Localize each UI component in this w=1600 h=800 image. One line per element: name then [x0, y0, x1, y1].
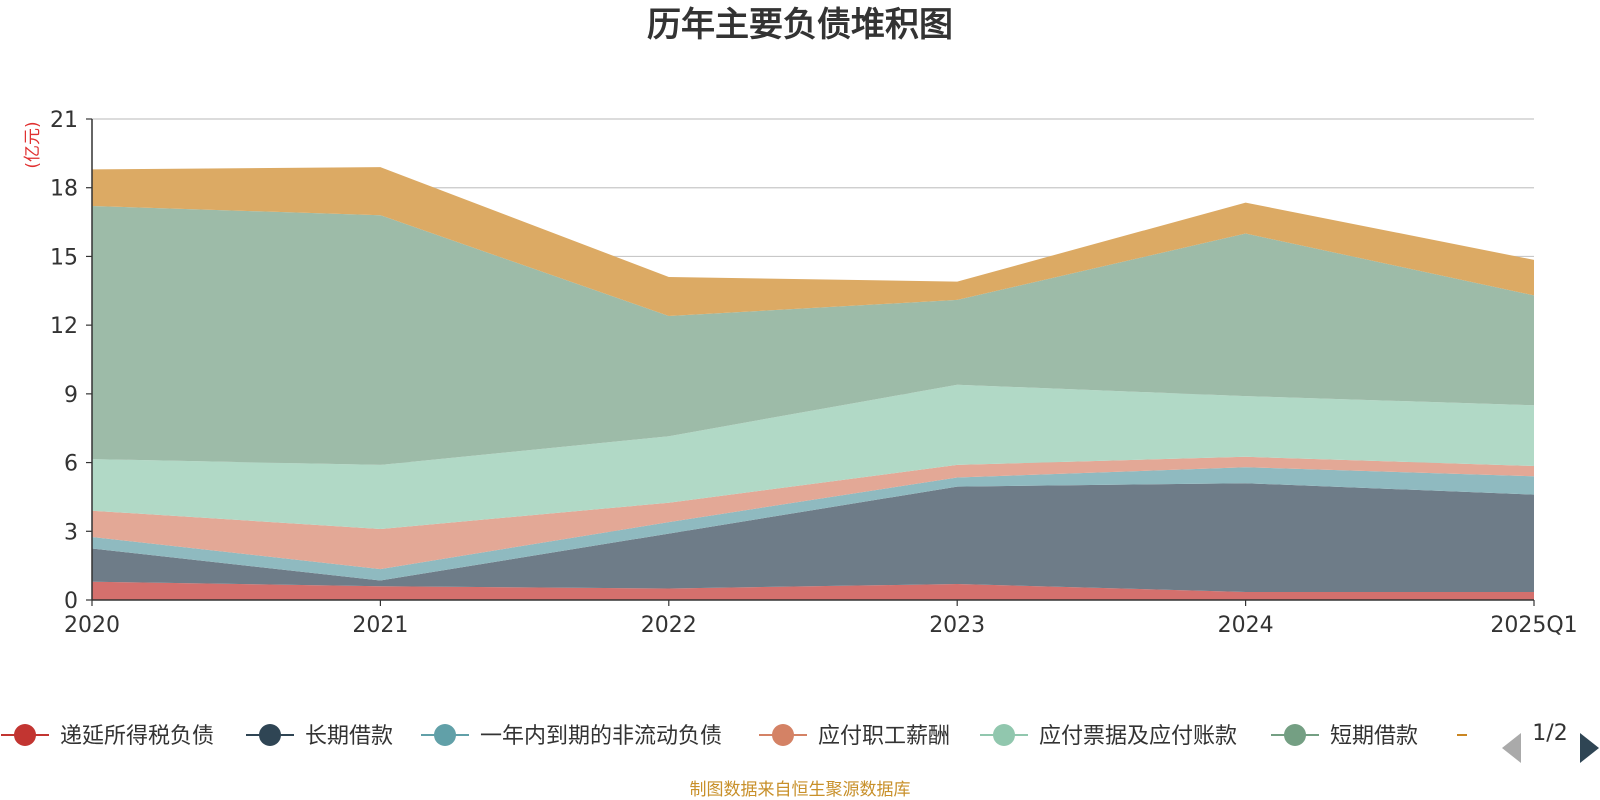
data-source-note: 制图数据来自恒生聚源数据库 — [690, 780, 911, 800]
x-axis-ticks: 2020 2021 2022 2023 2024 2025Q1 — [64, 600, 1578, 638]
area-series-4 — [92, 384, 1534, 529]
legend-circle-marker — [1284, 724, 1306, 746]
y-tick-label: 15 — [50, 245, 78, 270]
area-series-1 — [92, 483, 1534, 592]
y-tick-label: 18 — [50, 177, 78, 202]
legend-page-indicator: 1/2 — [1532, 721, 1567, 746]
legend-circle-marker — [14, 724, 36, 746]
legend-next-page-icon[interactable] — [1580, 733, 1599, 763]
y-tick-label: 12 — [50, 314, 78, 339]
x-tick-label: 2022 — [641, 613, 697, 638]
y-tick-label: 9 — [64, 383, 78, 408]
legend-circle-marker — [434, 724, 456, 746]
y-tick-label: 3 — [64, 520, 78, 545]
x-tick-label: 2023 — [929, 613, 985, 638]
x-tick-label: 2020 — [64, 613, 120, 638]
legend: 递延所得税负债 长期借款 一年内到期的非流动负债 应付职工薪酬 应付票据及应付账款 短期借… — [1, 721, 1599, 763]
x-tick-label: 2021 — [352, 613, 408, 638]
legend-label[interactable]: 一年内到期的非流动负债 — [480, 724, 722, 749]
area-series-3 — [92, 456, 1534, 570]
area-series-0 — [92, 581, 1534, 600]
legend-prev-page-icon[interactable] — [1502, 733, 1521, 763]
y-tick-label: 0 — [64, 589, 78, 614]
area-series-6 — [92, 167, 1534, 316]
x-tick-label: 2024 — [1218, 613, 1274, 638]
y-axis-unit-label: (亿元) — [23, 121, 43, 168]
legend-label[interactable]: 短期借款 — [1330, 724, 1418, 749]
area-series-group — [92, 167, 1534, 600]
area-series-5 — [92, 206, 1534, 465]
area-series-2 — [92, 467, 1534, 581]
y-tick-label: 21 — [50, 108, 78, 133]
y-axis-ticks: 0 3 6 9 12 15 18 21 — [50, 108, 92, 614]
legend-label[interactable]: 应付票据及应付账款 — [1039, 724, 1237, 749]
y-tick-label: 6 — [64, 452, 78, 477]
legend-label[interactable]: 应付职工薪酬 — [818, 724, 950, 749]
legend-circle-marker — [993, 724, 1015, 746]
legend-label[interactable]: 递延所得税负债 — [60, 724, 214, 749]
legend-circle-marker — [259, 724, 281, 746]
chart-title: 历年主要负债堆积图 — [647, 5, 953, 45]
x-tick-label: 2025Q1 — [1490, 613, 1577, 638]
legend-circle-marker — [772, 724, 794, 746]
legend-label[interactable]: 长期借款 — [305, 724, 393, 749]
